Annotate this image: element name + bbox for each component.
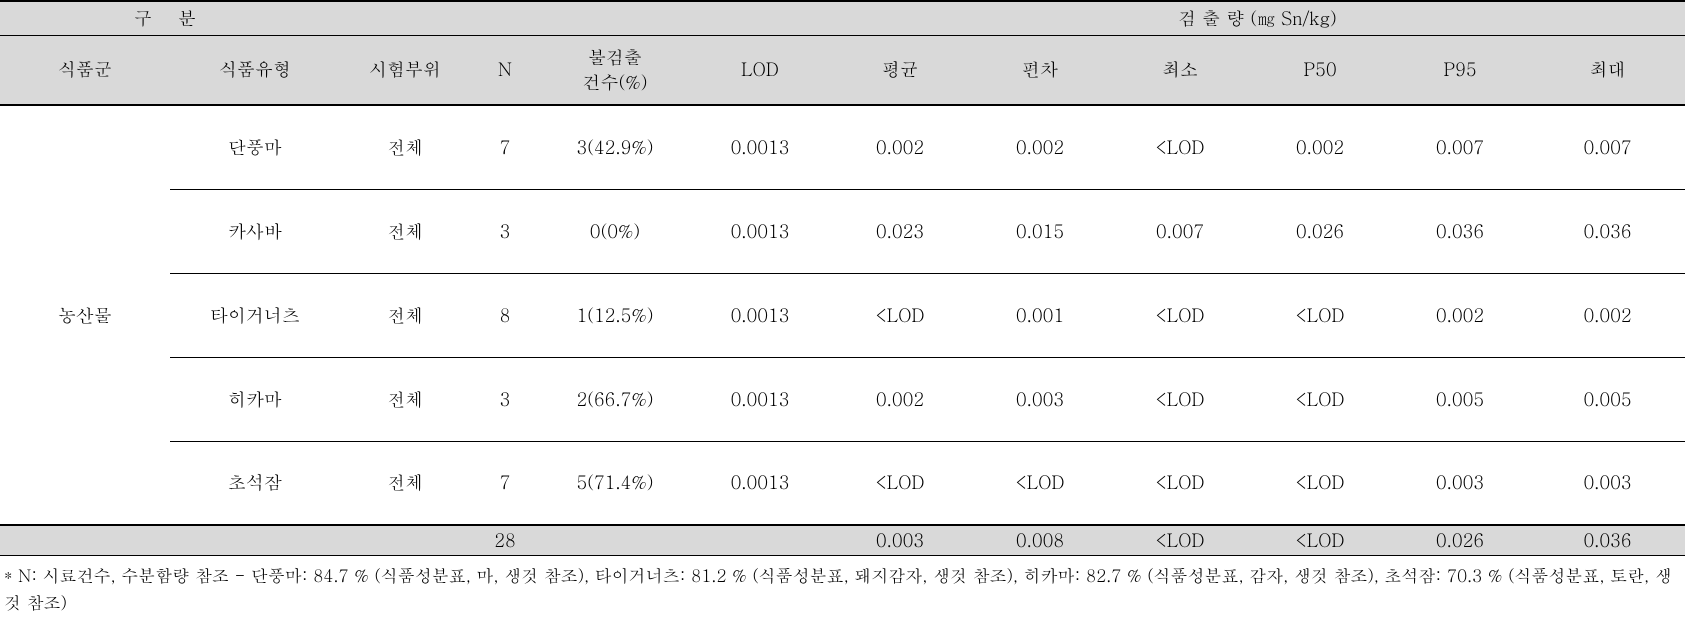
cell-mean: 0.023 [830,189,970,273]
summary-mean: 0.003 [830,525,970,555]
summary-max: 0.036 [1530,525,1685,555]
cell-sd: 0.001 [970,273,1110,357]
cell-p50: <LOD [1250,273,1390,357]
data-table: 구 분 검 출 량 (㎎ Sn/kg) 식품군 식품유형 시험부위 N 불검출 … [0,0,1685,556]
summary-n: 28 [470,525,540,555]
cell-p95: 0.003 [1390,441,1530,525]
cell-test-part: 전체 [340,273,470,357]
cell-p95: 0.036 [1390,189,1530,273]
cell-food-type: 타이거너츠 [170,273,340,357]
table-row: 카사바 전체 3 0(0%) 0.0013 0.023 0.015 0.007 … [0,189,1685,273]
col-sd: 편차 [970,35,1110,105]
cell-test-part: 전체 [340,189,470,273]
cell-p50: 0.002 [1250,105,1390,189]
cell-lod: 0.0013 [690,189,830,273]
cell-p95: 0.005 [1390,357,1530,441]
cell-min: <LOD [1110,357,1250,441]
cell-food-group: 농산물 [0,105,170,525]
col-food-type: 식품유형 [170,35,340,105]
cell-nd: 3(42.9%) [540,105,690,189]
cell-max: 0.007 [1530,105,1685,189]
cell-nd: 1(12.5%) [540,273,690,357]
col-max: 최대 [1530,35,1685,105]
cell-p95: 0.007 [1390,105,1530,189]
cell-mean: 0.002 [830,105,970,189]
cell-lod: 0.0013 [690,357,830,441]
col-not-detected: 불검출 건수(%) [540,35,690,105]
cell-food-type: 카사바 [170,189,340,273]
col-min: 최소 [1110,35,1250,105]
summary-blank [170,525,340,555]
cell-test-part: 전체 [340,105,470,189]
header-blank [340,1,830,35]
cell-food-type: 히카마 [170,357,340,441]
cell-min: <LOD [1110,441,1250,525]
cell-n: 7 [470,105,540,189]
cell-lod: 0.0013 [690,105,830,189]
cell-min: <LOD [1110,273,1250,357]
cell-p50: 0.026 [1250,189,1390,273]
col-food-group: 식품군 [0,35,170,105]
cell-lod: 0.0013 [690,273,830,357]
cell-sd: 0.002 [970,105,1110,189]
cell-max: 0.036 [1530,189,1685,273]
table-row: 농산물 단풍마 전체 7 3(42.9%) 0.0013 0.002 0.002… [0,105,1685,189]
cell-mean: <LOD [830,273,970,357]
summary-min: <LOD [1110,525,1250,555]
cell-max: 0.003 [1530,441,1685,525]
cell-sd: 0.015 [970,189,1110,273]
summary-p95: 0.026 [1390,525,1530,555]
header-detect: 검 출 량 (㎎ Sn/kg) [830,1,1685,35]
cell-food-type: 초석잠 [170,441,340,525]
summary-row: 28 0.003 0.008 <LOD <LOD 0.026 0.036 [0,525,1685,555]
cell-n: 7 [470,441,540,525]
summary-sd: 0.008 [970,525,1110,555]
cell-n: 3 [470,189,540,273]
cell-n: 8 [470,273,540,357]
header-group: 구 분 [0,1,340,35]
cell-min: <LOD [1110,105,1250,189]
cell-test-part: 전체 [340,441,470,525]
table-row: 타이거너츠 전체 8 1(12.5%) 0.0013 <LOD 0.001 <L… [0,273,1685,357]
footnote: * N: 시료건수, 수분함량 참조 - 단풍마: 84.7 % (식품성분표,… [0,556,1685,616]
summary-blank [340,525,470,555]
cell-mean: 0.002 [830,357,970,441]
cell-food-type: 단풍마 [170,105,340,189]
cell-sd: <LOD [970,441,1110,525]
col-n: N [470,35,540,105]
col-p50: P50 [1250,35,1390,105]
cell-min: 0.007 [1110,189,1250,273]
cell-nd: 0(0%) [540,189,690,273]
cell-sd: 0.003 [970,357,1110,441]
summary-blank [690,525,830,555]
table-row: 초석잠 전체 7 5(71.4%) 0.0013 <LOD <LOD <LOD … [0,441,1685,525]
cell-nd: 2(66.7%) [540,357,690,441]
cell-nd: 5(71.4%) [540,441,690,525]
col-test-part: 시험부위 [340,35,470,105]
summary-blank [540,525,690,555]
cell-p50: <LOD [1250,441,1390,525]
cell-lod: 0.0013 [690,441,830,525]
col-mean: 평균 [830,35,970,105]
cell-p50: <LOD [1250,357,1390,441]
cell-max: 0.002 [1530,273,1685,357]
summary-p50: <LOD [1250,525,1390,555]
cell-max: 0.005 [1530,357,1685,441]
cell-mean: <LOD [830,441,970,525]
col-lod: LOD [690,35,830,105]
summary-blank [0,525,170,555]
cell-test-part: 전체 [340,357,470,441]
table-row: 히카마 전체 3 2(66.7%) 0.0013 0.002 0.003 <LO… [0,357,1685,441]
col-p95: P95 [1390,35,1530,105]
cell-p95: 0.002 [1390,273,1530,357]
cell-n: 3 [470,357,540,441]
